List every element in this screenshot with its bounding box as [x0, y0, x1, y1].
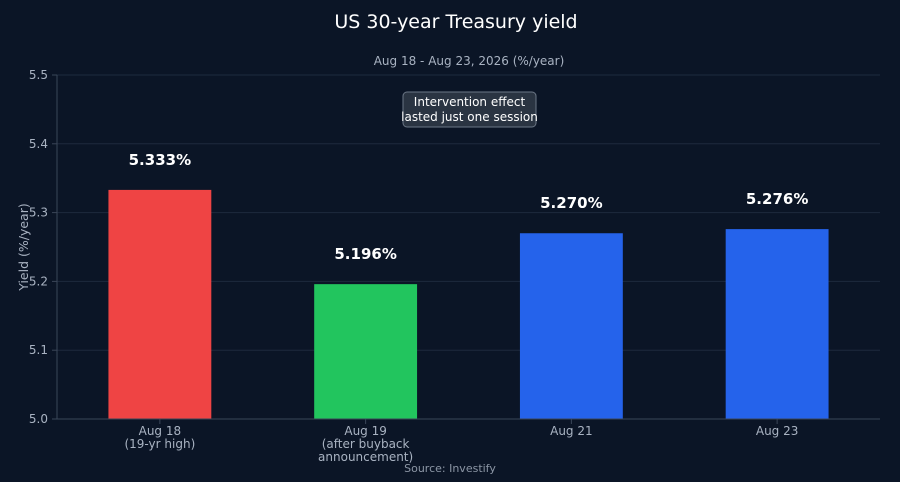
data-label: 5.196% [334, 245, 396, 263]
bar [314, 284, 418, 419]
annotation-line: Intervention effect [414, 95, 526, 109]
x-axis: Aug 18 (19-yr high) Aug 19 (after buyback an… [57, 418, 880, 464]
y-tick-label: 5.5 [29, 68, 48, 82]
x-tick-label-line: (after buyback [322, 437, 410, 451]
y-tick-label: 5.1 [29, 343, 48, 357]
x-tick-label: Aug 23 [756, 424, 799, 438]
bar [108, 189, 212, 419]
x-tick-label-line: (19-yr high) [124, 437, 195, 451]
y-axis: 5.0 5.1 5.2 5.3 5.4 5.5 [29, 68, 58, 426]
x-tick-label-line: announcement) [318, 450, 413, 464]
y-axis-title: Yield (%/year) [16, 203, 31, 291]
annotation-line: lasted just one session [401, 110, 538, 124]
annotation-box: Intervention effect lasted just one sessi… [401, 91, 538, 128]
bars-layer [108, 189, 829, 419]
chart-subtitle: Aug 18 - Aug 23, 2026 (%/year) [374, 54, 565, 68]
x-tick-label-line: Aug 18 [139, 424, 182, 438]
x-tick-label-line: Aug 19 [344, 424, 387, 438]
annotation-background [402, 91, 537, 128]
data-label: 5.270% [540, 194, 602, 212]
x-tick-label: Aug 19 (after buyback announcement) [318, 424, 413, 464]
bar [519, 233, 623, 419]
y-tick-label: 5.4 [29, 137, 48, 151]
x-tick-label: Aug 18 (19-yr high) [124, 424, 195, 451]
annotation-text: Intervention effect lasted just one sessi… [401, 95, 538, 124]
x-tick-label-line: Aug 21 [550, 424, 593, 438]
y-tick-label: 5.0 [29, 412, 48, 426]
source-note: Source: Investify [404, 462, 496, 475]
x-tick-label-line: Aug 23 [756, 424, 799, 438]
bar [725, 229, 829, 419]
labels-layer: 5.333% 5.196% 5.270% 5.276% [129, 151, 809, 263]
y-tick-label: 5.3 [29, 206, 48, 220]
data-label: 5.333% [129, 151, 191, 169]
chart-title: US 30-year Treasury yield [334, 11, 577, 33]
y-tick-label: 5.2 [29, 274, 48, 288]
x-tick-label: Aug 21 [550, 424, 593, 438]
data-label: 5.276% [746, 190, 808, 208]
